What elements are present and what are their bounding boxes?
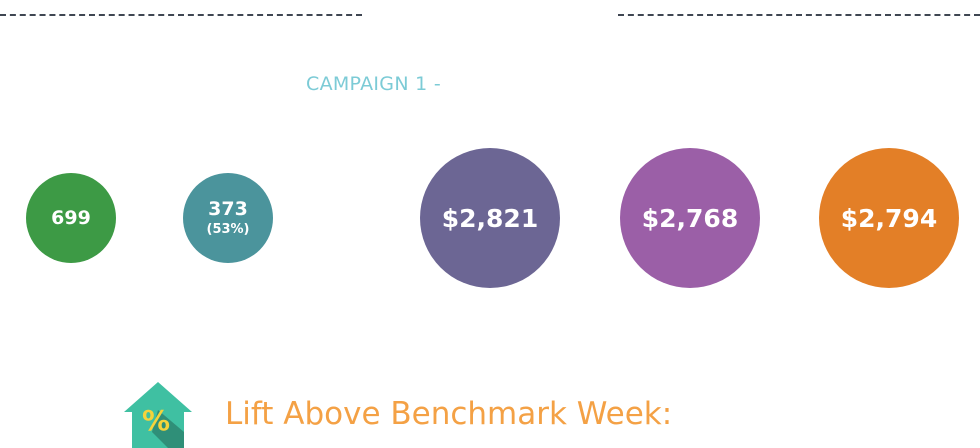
stat-bubble-1: 699 (26, 173, 116, 263)
percent-glyph: % (142, 404, 170, 437)
campaign-label: CAMPAIGN 1 - (306, 73, 442, 95)
stat-bubble-5-value: $2,794 (840, 203, 938, 233)
stat-bubble-4: $2,768 (620, 148, 760, 288)
stat-bubble-2-percent: (53%) (206, 222, 250, 237)
stat-bubble-2: 373 (53%) (183, 173, 273, 263)
lift-title: Lift Above Benchmark Week: (225, 396, 673, 432)
dashed-divider-right (618, 14, 980, 16)
stat-bubble-1-value: 699 (51, 206, 91, 229)
stat-bubble-3: $2,821 (420, 148, 560, 288)
stat-bubble-3-value: $2,821 (441, 203, 539, 233)
stat-bubble-5: $2,794 (819, 148, 959, 288)
house-percent-icon: % (124, 382, 192, 448)
house-shadow (152, 410, 184, 448)
dashed-divider-left (0, 14, 362, 16)
stat-bubble-4-value: $2,768 (641, 203, 739, 233)
stat-bubble-2-value: 373 (208, 198, 248, 220)
